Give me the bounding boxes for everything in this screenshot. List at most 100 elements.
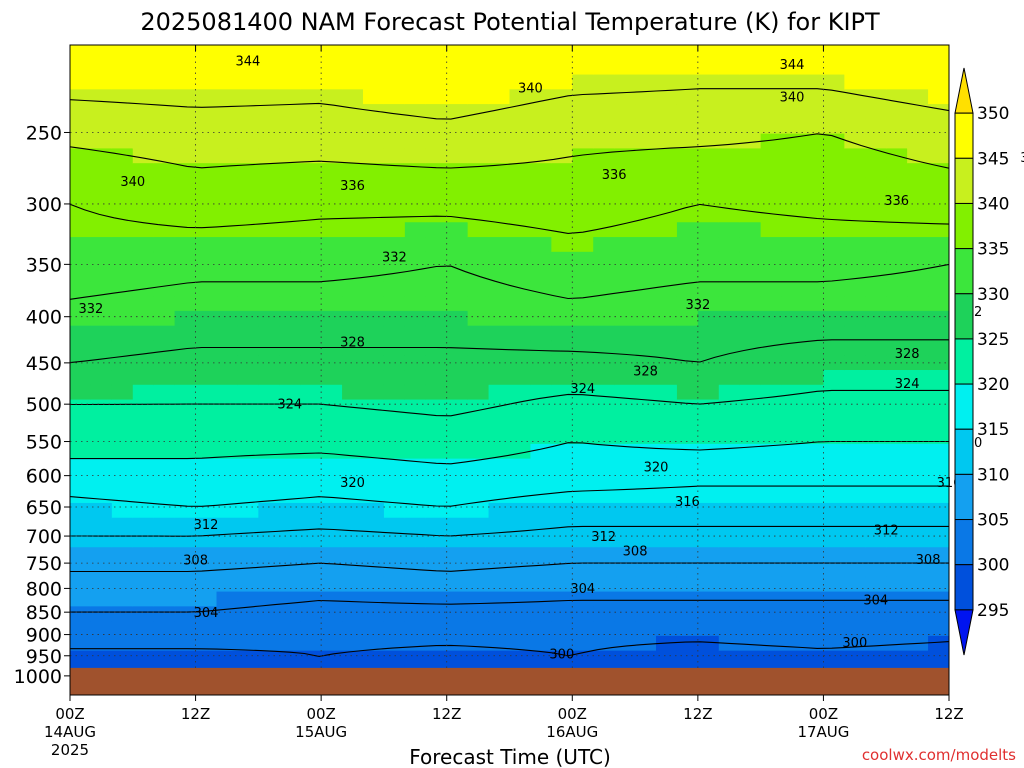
theta-cell: [551, 118, 573, 135]
theta-cell: [865, 325, 887, 342]
theta-cell: [90, 192, 113, 209]
theta-cell: [111, 45, 134, 61]
theta-cell: [467, 148, 490, 164]
theta-cell: [404, 59, 427, 76]
theta-cell: [363, 576, 385, 593]
contour-label: 340: [780, 90, 805, 105]
theta-cell: [886, 650, 908, 667]
theta-cell: [928, 488, 949, 504]
theta-cell: [509, 458, 532, 475]
theta-cell: [258, 502, 280, 519]
theta-cell: [111, 635, 134, 652]
contour-label: 308: [183, 553, 208, 568]
theta-cell: [321, 429, 343, 445]
theta-cell: [551, 163, 573, 179]
theta-cell: [718, 443, 741, 460]
theta-cell: [216, 148, 239, 164]
theta-cell: [802, 251, 825, 268]
theta-cell: [279, 118, 301, 135]
theta-cell: [907, 621, 929, 637]
theta-cell: [363, 296, 385, 312]
theta-cell: [132, 45, 155, 61]
theta-cell: [279, 177, 301, 194]
theta-cell: [153, 133, 176, 150]
theta-cell: [300, 296, 322, 312]
theta-cell: [802, 562, 825, 578]
theta-cell: [90, 74, 113, 90]
contour-lines: [70, 88, 949, 657]
theta-cell: [614, 192, 636, 209]
theta-cell: [300, 562, 322, 578]
theta-cell: [488, 325, 511, 342]
theta-cell: [195, 621, 218, 637]
theta-cell: [111, 443, 134, 460]
theta-cell: [614, 502, 636, 519]
x-tick-label: 12Z: [934, 705, 963, 723]
theta-cell: [844, 458, 866, 475]
theta-cell: [363, 414, 385, 430]
colorbar-box: [954, 293, 974, 340]
theta-cell: [928, 251, 949, 268]
theta-cell: [467, 370, 490, 386]
theta-cell: [509, 635, 532, 652]
theta-cell: [676, 310, 699, 327]
theta-cell: [279, 414, 301, 430]
theta-cell: [614, 59, 636, 76]
theta-cell: [300, 606, 322, 622]
theta-cell: [635, 429, 657, 445]
theta-cell: [656, 104, 678, 120]
contour-label-text: 328: [633, 365, 658, 380]
theta-cell: [70, 340, 92, 356]
theta-cell: [300, 281, 322, 297]
x-tick-date: 16AUG: [546, 723, 598, 741]
theta-cell: [258, 89, 280, 105]
theta-cell: [132, 266, 155, 282]
theta-cell: [635, 547, 657, 563]
theta-cell: [90, 562, 113, 578]
theta-cell: [593, 45, 615, 61]
theta-cell: [216, 414, 239, 430]
theta-cell: [279, 192, 301, 209]
contour-label: 312: [874, 523, 899, 538]
theta-cell: [425, 547, 448, 563]
theta-cell: [404, 576, 427, 593]
theta-cell: [111, 562, 134, 578]
theta-cell: [111, 89, 134, 105]
theta-cell: [404, 45, 427, 61]
theta-cell: [676, 177, 699, 194]
theta-cell: [802, 45, 825, 61]
theta-cell: [844, 207, 866, 223]
theta-cell: [593, 650, 615, 667]
theta-cell: [404, 606, 427, 622]
theta-cell: [300, 547, 322, 563]
theta-cell: [425, 443, 448, 460]
theta-cell: [676, 133, 699, 150]
theta-cell: [132, 133, 155, 150]
theta-cell: [718, 370, 741, 386]
theta-cell: [551, 547, 573, 563]
contour-316: [70, 485, 949, 507]
theta-cell: [865, 89, 887, 105]
theta-cell: [300, 488, 322, 504]
theta-cell: [530, 443, 552, 460]
theta-cell: [153, 163, 176, 179]
contour-label-text: 340: [518, 82, 543, 97]
theta-cell: [656, 59, 678, 76]
theta-cell: [509, 325, 532, 342]
theta-cell: [530, 74, 552, 90]
theta-cell: [153, 473, 176, 489]
theta-cell: [907, 414, 929, 430]
theta-cell: [174, 414, 197, 430]
theta-cell: [111, 547, 134, 563]
theta-cell: [237, 296, 259, 312]
theta-cell: [216, 576, 239, 593]
theta-cell: [153, 237, 176, 253]
theta-cell: [551, 399, 573, 415]
theta-cell: [467, 591, 490, 607]
contour-336: [70, 203, 949, 234]
theta-cell: [823, 74, 845, 90]
theta-cell: [865, 104, 887, 120]
theta-cell: [676, 163, 699, 179]
theta-cell: [635, 399, 657, 415]
theta-cell: [530, 59, 552, 76]
